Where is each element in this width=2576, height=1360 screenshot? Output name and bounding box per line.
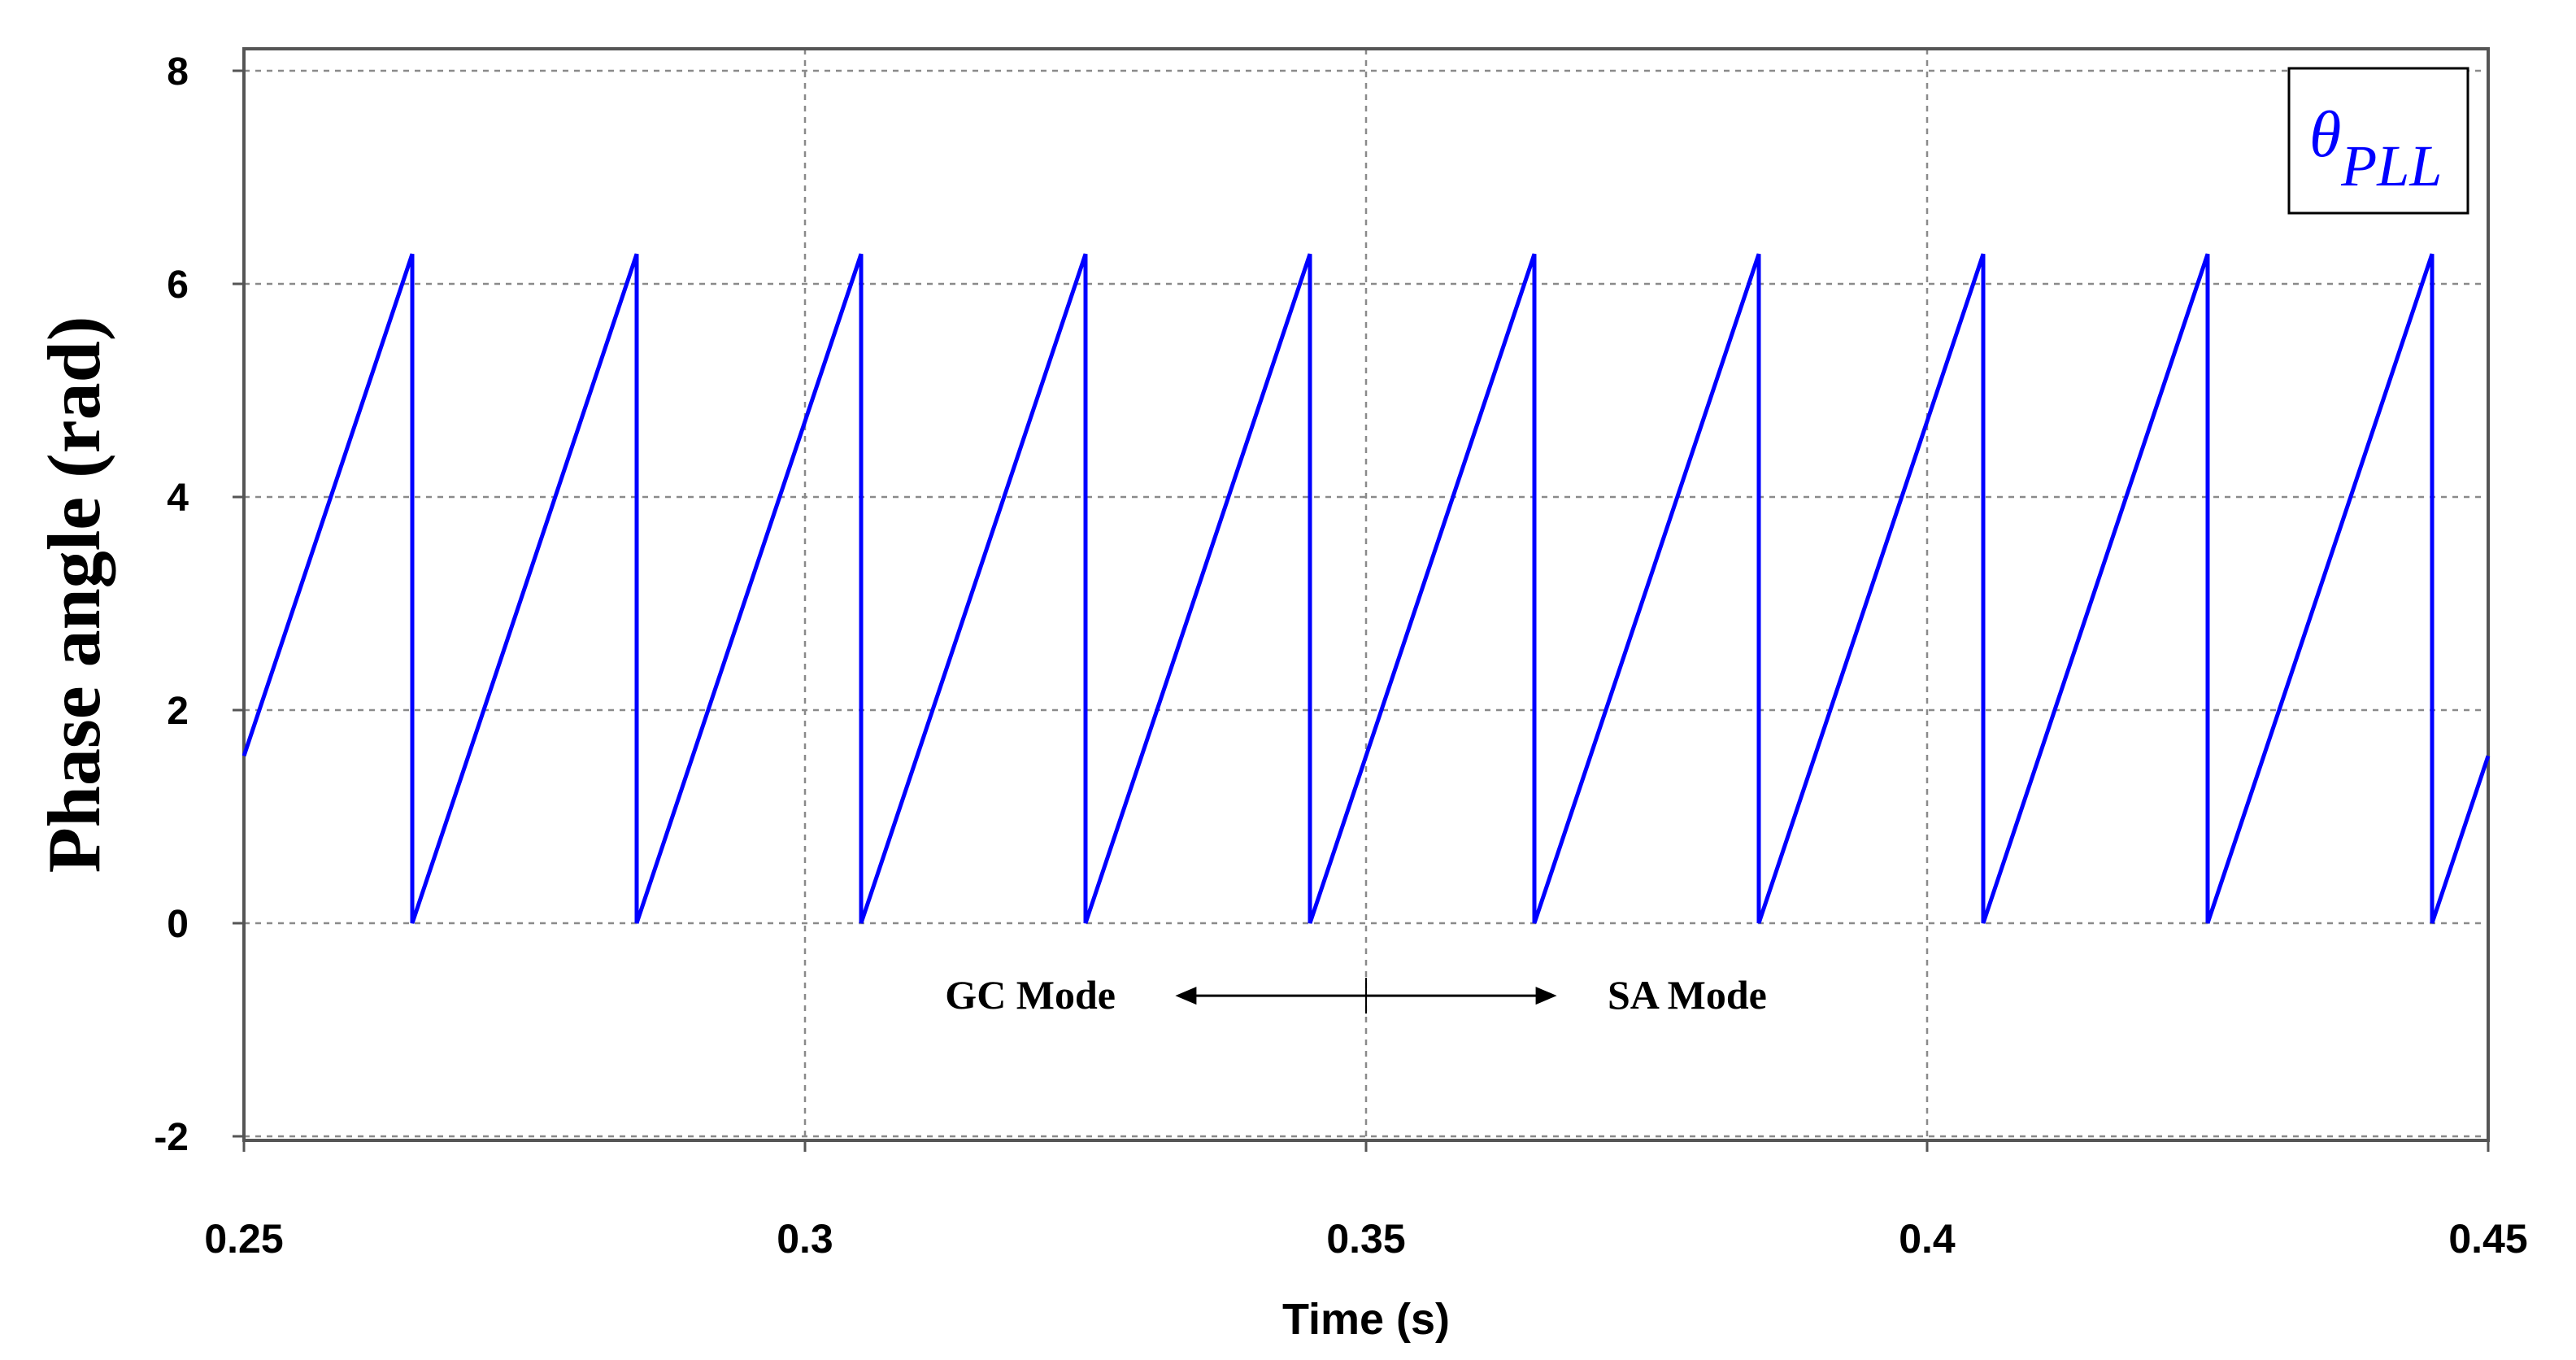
y-tick-label: 8 (167, 50, 189, 94)
x-tick-label: 0.35 (1326, 1216, 1405, 1262)
x-tick-label: 0.4 (1899, 1216, 1956, 1262)
legend-box (2287, 67, 2469, 215)
series-group (242, 253, 2491, 924)
x-tick-label: 0.45 (2448, 1216, 2527, 1262)
legend-symbol: θ (2309, 99, 2341, 171)
y-tick-label: 0 (167, 903, 189, 946)
y-tick-label: 6 (167, 264, 189, 307)
legend: θPLL (2287, 67, 2469, 215)
y-tick-label: 2 (167, 690, 189, 733)
legend-label: θPLL (2309, 99, 2442, 198)
mode-annotation: GC Mode SA Mode (945, 972, 1767, 1018)
arrow-left-head (1175, 987, 1197, 1005)
y-tick-label: -2 (154, 1116, 189, 1159)
grid-lines (244, 49, 2488, 1140)
gc-mode-label: GC Mode (945, 972, 1116, 1018)
x-tick-label: 0.3 (777, 1216, 833, 1262)
y-axis-ticks: -2 0 2 4 6 8 (154, 50, 244, 1159)
x-axis-label: Time (s) (1282, 1295, 1450, 1344)
x-tick-label: 0.25 (204, 1216, 283, 1262)
sa-mode-label: SA Mode (1608, 972, 1767, 1018)
arrow-right-head (1535, 987, 1557, 1005)
theta-pll-line (242, 253, 2491, 924)
y-axis-label: Phase angle (rad) (33, 316, 115, 874)
y-tick-label: 4 (167, 477, 189, 520)
legend-subscript: PLL (2340, 133, 2442, 198)
x-axis-ticks: 0.25 0.3 0.35 0.4 0.45 (204, 1140, 2528, 1262)
